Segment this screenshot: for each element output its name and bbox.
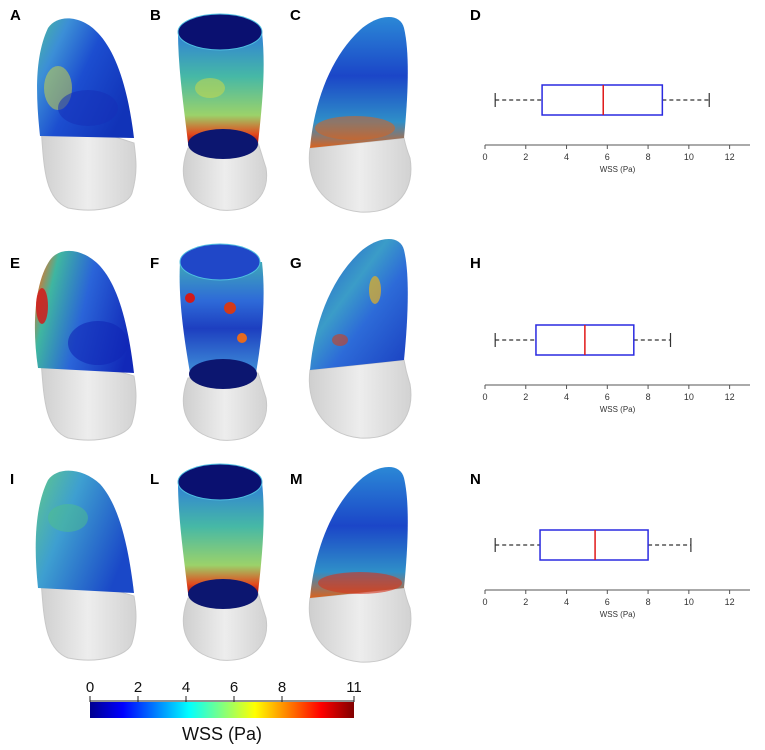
panel-label-m: M [290, 471, 303, 488]
x-axis-label: WSS (Pa) [600, 405, 636, 414]
x-tick-label: 8 [646, 152, 651, 162]
aorta-side-view-i [35, 470, 137, 661]
boxplot-h: 0 2 4 6 8 10 12 WSS (Pa) [482, 324, 750, 414]
aorta-side-view-a [36, 17, 137, 211]
x-tick-label: 10 [684, 392, 694, 402]
x-tick-label: 12 [725, 392, 735, 402]
aorta-front-view-l [177, 463, 268, 661]
aorta-back-view-c [308, 16, 412, 213]
iqr-box [541, 84, 664, 116]
x-tick-label: 8 [646, 597, 651, 607]
x-tick-label: 8 [646, 392, 651, 402]
x-tick-label: 2 [523, 392, 528, 402]
colorbar-tick-label: 4 [182, 679, 190, 696]
x-tick-label: 6 [605, 597, 610, 607]
panel-label-c: C [290, 7, 301, 24]
panel-label-d: D [470, 7, 481, 24]
x-tick-label: 4 [564, 152, 569, 162]
aorta-front-view-b [177, 13, 268, 211]
x-tick-label: 2 [523, 597, 528, 607]
x-tick-label: 12 [725, 152, 735, 162]
panel-label-e: E [10, 255, 21, 272]
x-axis-label: WSS (Pa) [600, 165, 636, 174]
aorta-side-view-e [34, 250, 137, 441]
x-tick-label: 10 [684, 597, 694, 607]
colorbar-tick-label: 2 [134, 679, 142, 696]
x-tick-label: 6 [605, 392, 610, 402]
aorta-back-view-m [308, 466, 412, 663]
x-tick-label: 4 [564, 392, 569, 402]
x-tick-label: 10 [684, 152, 694, 162]
x-tick-label: 12 [725, 597, 735, 607]
iqr-box [539, 529, 649, 561]
aorta-back-view-g [308, 238, 412, 439]
panel-label-n: N [470, 471, 481, 488]
boxplot-n: 0 2 4 6 8 10 12 WSS (Pa) [482, 529, 750, 619]
x-tick-label: 0 [482, 152, 487, 162]
x-tick-label: 0 [482, 597, 487, 607]
aorta-front-view-f [179, 243, 268, 441]
x-tick-label: 0 [482, 392, 487, 402]
panel-label-i: I [10, 471, 15, 488]
colorbar-gradient [90, 702, 354, 718]
panel-label-l: L [150, 471, 160, 488]
x-tick-label: 6 [605, 152, 610, 162]
wss-colorbar: 0 2 4 6 8 11 WSS (Pa) [86, 679, 362, 744]
colorbar-tick-label: 8 [278, 679, 286, 696]
panel-label-g: G [290, 255, 302, 272]
colorbar-tick-label: 0 [86, 679, 94, 696]
boxplot-d: 0 2 4 6 8 10 12 WSS (Pa) [482, 84, 750, 174]
panel-label-f: F [150, 255, 160, 272]
x-tick-label: 2 [523, 152, 528, 162]
panel-label-b: B [150, 7, 161, 24]
panel-label-a: A [10, 7, 21, 24]
panel-label-h: H [470, 255, 481, 272]
colorbar-tick-label: 6 [230, 679, 238, 696]
x-tick-label: 4 [564, 597, 569, 607]
x-axis-label: WSS (Pa) [600, 610, 636, 619]
colorbar-label: WSS (Pa) [182, 724, 262, 744]
colorbar-tick-label: 11 [346, 679, 362, 696]
